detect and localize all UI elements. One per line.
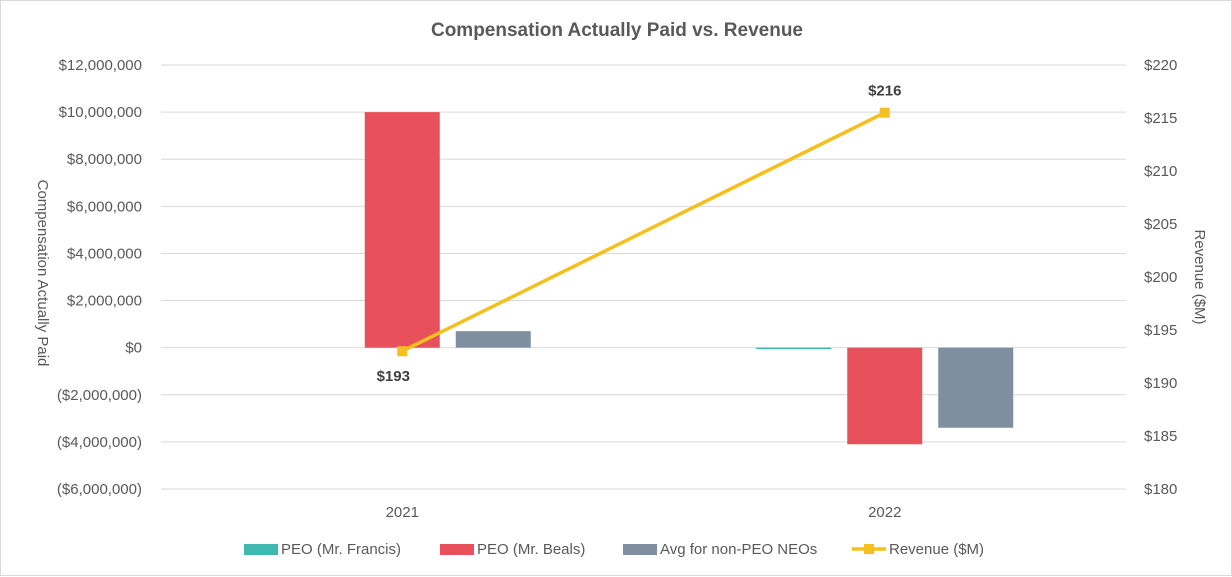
- right-tick-label: $200: [1144, 269, 1177, 286]
- gridlines: [161, 64, 1126, 490]
- left-axis-ticks: ($6,000,000) ($4,000,000) ($2,000,000) $0 $2…: [57, 57, 142, 498]
- right-tick-label: $195: [1144, 322, 1177, 339]
- x-tick-label: 2022: [868, 504, 901, 521]
- bars: [364, 112, 1014, 445]
- revenue-line: $193 $216: [377, 83, 902, 386]
- legend-label: Revenue ($M): [889, 541, 984, 558]
- left-tick-label: $6,000,000: [67, 198, 142, 215]
- left-axis-title: Compensation Actually Paid: [34, 180, 51, 367]
- left-tick-label: ($4,000,000): [57, 434, 142, 451]
- bar: [364, 112, 440, 348]
- legend-label: PEO (Mr. Beals): [477, 541, 585, 558]
- right-axis-ticks: $180 $185 $190 $195 $200 $205 $210 $215 $220: [1144, 57, 1177, 498]
- chart-title: Compensation Actually Paid vs. Revenue: [431, 20, 803, 41]
- legend-marker-swatch: [864, 544, 874, 554]
- left-tick-label: $2,000,000: [67, 293, 142, 310]
- legend-swatch: [440, 544, 474, 555]
- legend-swatch: [623, 544, 657, 555]
- bar: [455, 331, 531, 348]
- legend-label: Avg for non-PEO NEOs: [660, 541, 817, 558]
- left-tick-label: $0: [125, 340, 142, 357]
- left-tick-label: $12,000,000: [59, 57, 142, 74]
- left-tick-label: ($2,000,000): [57, 387, 142, 404]
- right-tick-label: $180: [1144, 481, 1177, 498]
- bar: [847, 347, 923, 445]
- right-tick-label: $210: [1144, 163, 1177, 180]
- x-tick-label: 2021: [386, 504, 419, 521]
- left-tick-label: $10,000,000: [59, 104, 142, 121]
- right-axis-title: Revenue ($M): [1191, 229, 1208, 324]
- right-tick-label: $205: [1144, 216, 1177, 233]
- legend-label: PEO (Mr. Francis): [281, 541, 401, 558]
- right-tick-label: $190: [1144, 375, 1177, 392]
- legend-swatch: [244, 544, 278, 555]
- revenue-data-label: $216: [868, 83, 901, 100]
- revenue-marker: [879, 107, 890, 118]
- bar: [756, 347, 832, 350]
- revenue-marker: [397, 346, 408, 357]
- bar: [938, 347, 1014, 428]
- left-tick-label: $4,000,000: [67, 245, 142, 262]
- left-tick-label: $8,000,000: [67, 151, 142, 168]
- x-axis-labels: 2021 2022: [386, 504, 902, 521]
- right-tick-label: $215: [1144, 110, 1177, 127]
- right-tick-label: $185: [1144, 428, 1177, 445]
- revenue-data-label: $193: [377, 368, 410, 385]
- right-tick-label: $220: [1144, 57, 1177, 74]
- revenue-line-path: [401, 111, 886, 353]
- left-tick-label: ($6,000,000): [57, 481, 142, 498]
- legend: PEO (Mr. Francis) PEO (Mr. Beals) Avg for …: [244, 541, 984, 558]
